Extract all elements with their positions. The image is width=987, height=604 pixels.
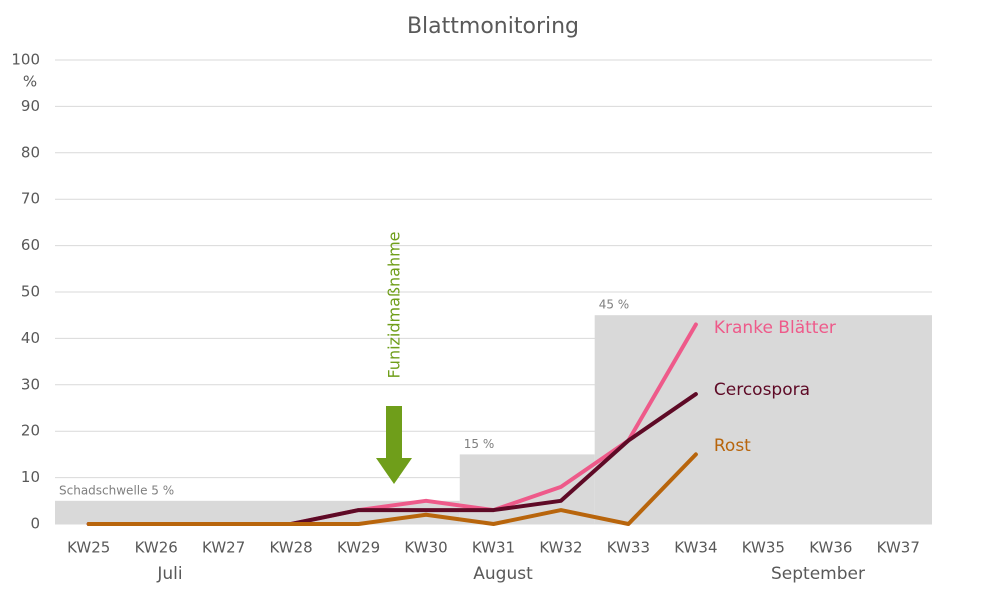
x-tick-label: KW32 bbox=[539, 539, 582, 557]
month-label: Juli bbox=[156, 564, 182, 584]
x-tick-label: KW26 bbox=[135, 539, 178, 557]
y-tick-label: 60 bbox=[21, 236, 40, 254]
x-tick-label: KW29 bbox=[337, 539, 380, 557]
y-tick-label: 10 bbox=[21, 468, 40, 486]
y-tick-label: 70 bbox=[21, 190, 40, 208]
x-tick-label: KW34 bbox=[674, 539, 717, 557]
threshold-area bbox=[594, 315, 932, 524]
x-tick-label: KW33 bbox=[607, 539, 650, 557]
x-tick-label: KW37 bbox=[877, 539, 920, 557]
annotation: Funizidmaßnahme bbox=[385, 231, 404, 378]
x-tick-label: KW31 bbox=[472, 539, 515, 557]
plot: KW25 KW26 KW27 KW28 KW29 KW30 KW31 KW32 KW33 KW34… bbox=[67, 318, 920, 584]
x-tick-label: KW28 bbox=[269, 539, 312, 557]
month-label: September bbox=[771, 564, 865, 584]
y-tick-label: 100 bbox=[11, 51, 40, 69]
threshold-area bbox=[55, 500, 460, 524]
x-tick-label: KW36 bbox=[809, 539, 852, 557]
chart-title: Blattmonitoring bbox=[407, 14, 579, 39]
y-tick-label: 0 bbox=[30, 515, 40, 533]
series-label: Rost bbox=[714, 436, 751, 456]
y-unit: % bbox=[23, 73, 37, 91]
series-label: Cercospora bbox=[714, 380, 810, 400]
series-label: Kranke Blätter bbox=[714, 318, 836, 338]
threshold-label: 45 % bbox=[599, 298, 630, 312]
month-label: August bbox=[473, 564, 533, 584]
y-tick-label: 20 bbox=[21, 422, 40, 440]
x-tick-label: KW30 bbox=[404, 539, 447, 557]
x-tick-label: KW35 bbox=[742, 539, 785, 557]
y-tick-label: 40 bbox=[21, 329, 40, 347]
arrow-head bbox=[376, 458, 412, 484]
threshold-label: Schadschwelle 5 % bbox=[59, 483, 174, 497]
y-tick-label: 50 bbox=[21, 283, 40, 301]
y-tick-label: 30 bbox=[21, 375, 40, 393]
x-tick-label: KW25 bbox=[67, 539, 110, 557]
thresholds: Schadschwelle 5 % 15 % 45 % bbox=[55, 298, 932, 524]
arrow-shaft bbox=[386, 406, 402, 458]
y-tick-label: 90 bbox=[21, 97, 40, 115]
y-tick-label: 80 bbox=[21, 143, 40, 161]
x-tick-label: KW27 bbox=[202, 539, 245, 557]
threshold-label: 15 % bbox=[464, 437, 495, 451]
series-line bbox=[86, 452, 698, 526]
